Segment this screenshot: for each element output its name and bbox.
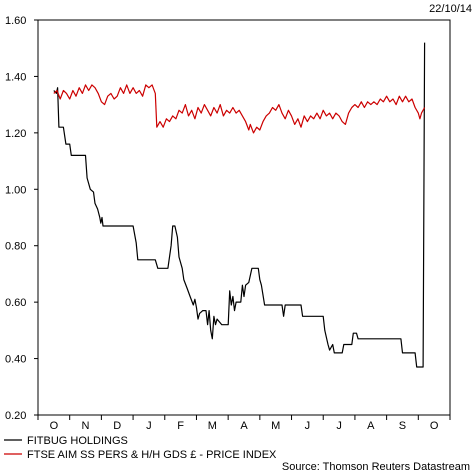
- y-tick-label: 1.40: [5, 71, 26, 83]
- series-layer: [53, 42, 426, 368]
- legend-label-1: FITBUG HOLDINGS: [27, 435, 128, 447]
- legend: FITBUG HOLDINGS FTSE AIM SS PERS & H/H GD…: [4, 435, 277, 461]
- legend-label-2: FTSE AIM SS PERS & H/H GDS £ - PRICE IND…: [27, 449, 277, 461]
- y-tick-label: 0.40: [5, 354, 26, 366]
- x-tick-label: O: [430, 420, 439, 432]
- x-tick-label: S: [399, 420, 406, 432]
- y-tick-label: 0.20: [5, 410, 26, 422]
- x-tick-label: J: [336, 420, 342, 432]
- x-tick-label: D: [113, 420, 121, 432]
- x-tick-label: A: [367, 420, 375, 432]
- series-line-2: [53, 84, 426, 134]
- y-tick-label: 1.20: [5, 128, 26, 140]
- series-line-1: [53, 42, 426, 368]
- y-tick-label: 1.00: [5, 184, 26, 196]
- y-axis: 0.20 0.40 0.60 0.80 1.00 1.20 1.40 1.60: [5, 15, 38, 422]
- plot-frame: [37, 19, 451, 416]
- x-tick-label: J: [146, 420, 152, 432]
- x-tick-label: M: [271, 420, 280, 432]
- x-tick-label: M: [208, 420, 217, 432]
- x-tick-label: O: [50, 420, 59, 432]
- x-tick-label: J: [305, 420, 311, 432]
- x-tick-label: F: [177, 420, 184, 432]
- source-text: Source: Thomson Reuters Datastream: [282, 461, 470, 473]
- x-tick-label: N: [82, 420, 90, 432]
- date-label: 22/10/14: [429, 3, 472, 15]
- y-tick-label: 0.80: [5, 241, 26, 253]
- x-tick-label: A: [240, 420, 248, 432]
- y-tick-label: 0.60: [5, 297, 26, 309]
- y-tick-label: 1.60: [5, 15, 26, 27]
